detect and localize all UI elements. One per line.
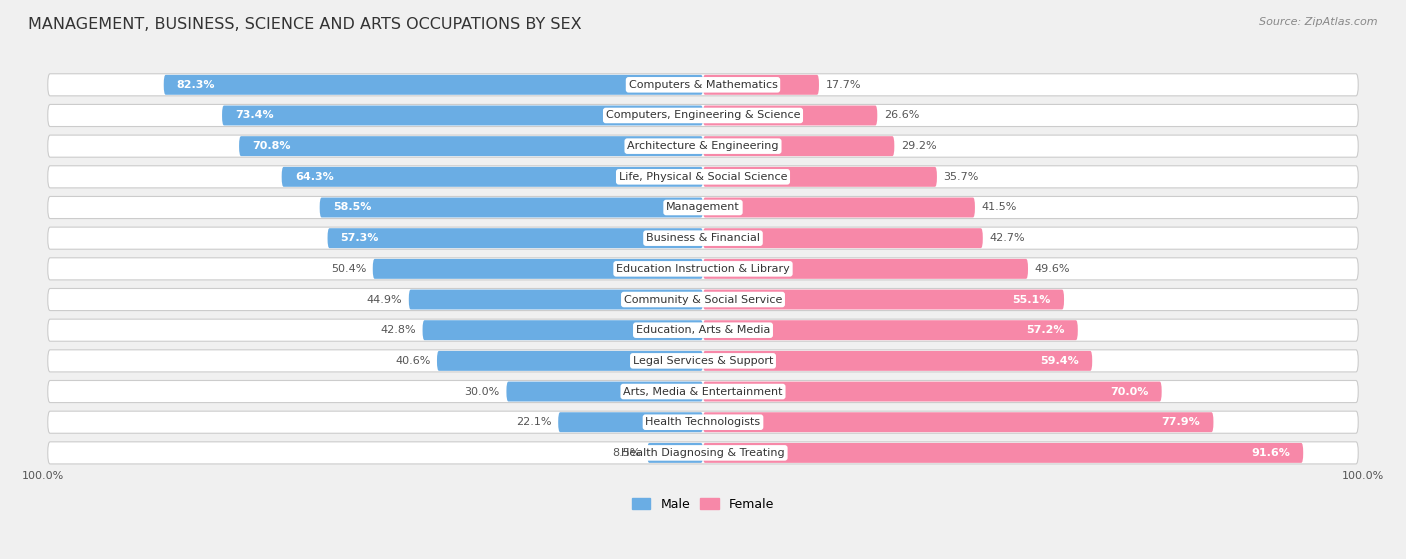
FancyBboxPatch shape [48,196,1358,219]
FancyBboxPatch shape [558,412,703,432]
FancyBboxPatch shape [703,412,1213,432]
FancyBboxPatch shape [328,228,703,248]
FancyBboxPatch shape [48,288,1358,311]
Text: 41.5%: 41.5% [981,202,1017,212]
Text: 50.4%: 50.4% [330,264,366,274]
FancyBboxPatch shape [48,319,1358,341]
Text: 55.1%: 55.1% [1012,295,1050,305]
Text: Health Technologists: Health Technologists [645,417,761,427]
FancyBboxPatch shape [48,227,1358,249]
Text: Business & Financial: Business & Financial [645,233,761,243]
Text: Health Diagnosing & Treating: Health Diagnosing & Treating [621,448,785,458]
FancyBboxPatch shape [703,228,983,248]
Text: Management: Management [666,202,740,212]
FancyBboxPatch shape [647,443,703,463]
Text: 44.9%: 44.9% [367,295,402,305]
FancyBboxPatch shape [703,75,818,95]
Text: 42.7%: 42.7% [990,233,1025,243]
FancyBboxPatch shape [703,197,974,217]
FancyBboxPatch shape [703,351,1092,371]
FancyBboxPatch shape [239,136,703,156]
Text: 30.0%: 30.0% [464,386,501,396]
Text: Education, Arts & Media: Education, Arts & Media [636,325,770,335]
Text: 100.0%: 100.0% [21,471,63,481]
Text: 57.3%: 57.3% [340,233,380,243]
Text: 58.5%: 58.5% [333,202,371,212]
FancyBboxPatch shape [423,320,703,340]
Text: 35.7%: 35.7% [943,172,979,182]
FancyBboxPatch shape [373,259,703,279]
FancyBboxPatch shape [319,197,703,217]
Text: 29.2%: 29.2% [901,141,936,151]
Text: Source: ZipAtlas.com: Source: ZipAtlas.com [1260,17,1378,27]
FancyBboxPatch shape [48,258,1358,280]
Text: 40.6%: 40.6% [395,356,430,366]
Text: 49.6%: 49.6% [1035,264,1070,274]
FancyBboxPatch shape [48,135,1358,157]
Text: Computers & Mathematics: Computers & Mathematics [628,80,778,90]
Text: 22.1%: 22.1% [516,417,551,427]
Text: Arts, Media & Entertainment: Arts, Media & Entertainment [623,386,783,396]
FancyBboxPatch shape [703,443,1303,463]
FancyBboxPatch shape [281,167,703,187]
Text: 91.6%: 91.6% [1251,448,1291,458]
FancyBboxPatch shape [437,351,703,371]
FancyBboxPatch shape [703,259,1028,279]
Text: MANAGEMENT, BUSINESS, SCIENCE AND ARTS OCCUPATIONS BY SEX: MANAGEMENT, BUSINESS, SCIENCE AND ARTS O… [28,17,582,32]
Text: 70.8%: 70.8% [252,141,291,151]
FancyBboxPatch shape [703,136,894,156]
FancyBboxPatch shape [703,290,1064,310]
FancyBboxPatch shape [48,105,1358,126]
FancyBboxPatch shape [48,74,1358,96]
FancyBboxPatch shape [506,382,703,401]
Text: 59.4%: 59.4% [1040,356,1080,366]
Legend: Male, Female: Male, Female [627,493,779,516]
Text: Community & Social Service: Community & Social Service [624,295,782,305]
FancyBboxPatch shape [703,106,877,125]
FancyBboxPatch shape [163,75,703,95]
FancyBboxPatch shape [48,166,1358,188]
FancyBboxPatch shape [703,320,1078,340]
Text: 100.0%: 100.0% [1343,471,1385,481]
Text: 73.4%: 73.4% [235,111,274,121]
Text: 82.3%: 82.3% [177,80,215,90]
FancyBboxPatch shape [48,381,1358,402]
Text: 42.8%: 42.8% [381,325,416,335]
Text: 77.9%: 77.9% [1161,417,1201,427]
Text: Education Instruction & Library: Education Instruction & Library [616,264,790,274]
FancyBboxPatch shape [409,290,703,310]
Text: 17.7%: 17.7% [825,80,860,90]
FancyBboxPatch shape [48,350,1358,372]
Text: 64.3%: 64.3% [295,172,333,182]
Text: Life, Physical & Social Science: Life, Physical & Social Science [619,172,787,182]
Text: 26.6%: 26.6% [884,111,920,121]
Text: Computers, Engineering & Science: Computers, Engineering & Science [606,111,800,121]
Text: 8.5%: 8.5% [613,448,641,458]
FancyBboxPatch shape [48,411,1358,433]
Text: Legal Services & Support: Legal Services & Support [633,356,773,366]
FancyBboxPatch shape [703,382,1161,401]
Text: Architecture & Engineering: Architecture & Engineering [627,141,779,151]
FancyBboxPatch shape [48,442,1358,464]
Text: 57.2%: 57.2% [1026,325,1064,335]
Text: 70.0%: 70.0% [1111,386,1149,396]
FancyBboxPatch shape [703,167,936,187]
FancyBboxPatch shape [222,106,703,125]
